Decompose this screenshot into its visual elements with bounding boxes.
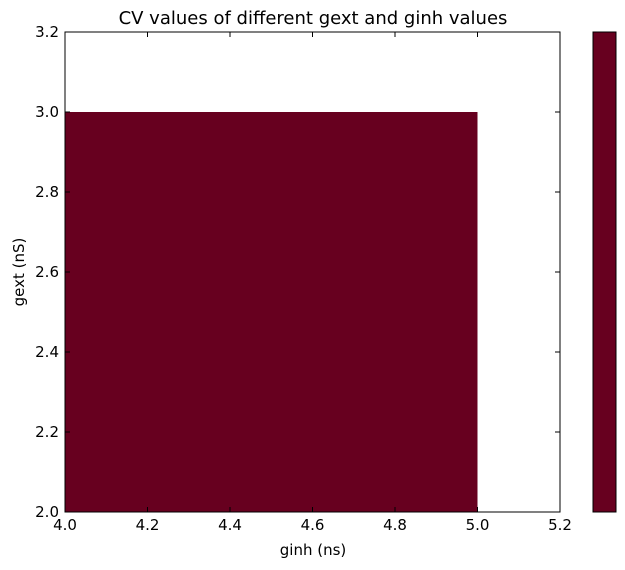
x-tick-label: 4.2 [136, 516, 160, 534]
y-tick-label: 3.0 [35, 103, 59, 121]
colorbar [592, 31, 617, 513]
x-tick-label: 4.6 [301, 516, 325, 534]
colorbar-fill [593, 32, 616, 512]
x-tick-label: 4.8 [383, 516, 407, 534]
y-axis-label: gext (nS) [10, 238, 28, 307]
x-tick-label: 5.2 [548, 516, 572, 534]
plot-frame [64, 31, 561, 513]
y-tick-labels: 2.0 2.2 2.4 2.6 2.8 3.0 3.2 [35, 23, 59, 521]
x-tick-label: 5.0 [466, 516, 490, 534]
y-tick-label: 2.4 [35, 343, 59, 361]
x-tick-label: 4.0 [53, 516, 77, 534]
y-tick-label: 2.0 [35, 503, 59, 521]
heatmap-cell [65, 112, 478, 512]
x-tick-labels: 4.0 4.2 4.4 4.6 4.8 5.0 5.2 [53, 516, 572, 534]
y-tick-label: 2.8 [35, 183, 59, 201]
plot-area [64, 31, 561, 513]
chart-title: CV values of different gext and ginh val… [119, 8, 508, 29]
colorbar-frame [592, 31, 617, 513]
y-tick-label: 2.2 [35, 423, 59, 441]
colorbar-segment [593, 32, 616, 512]
x-tick-label: 4.4 [218, 516, 242, 534]
y-tick-label: 2.6 [35, 263, 59, 281]
x-axis-label: ginh (ns) [280, 541, 347, 559]
heatmap-cells [65, 112, 478, 512]
y-tick-label: 3.2 [35, 23, 59, 41]
